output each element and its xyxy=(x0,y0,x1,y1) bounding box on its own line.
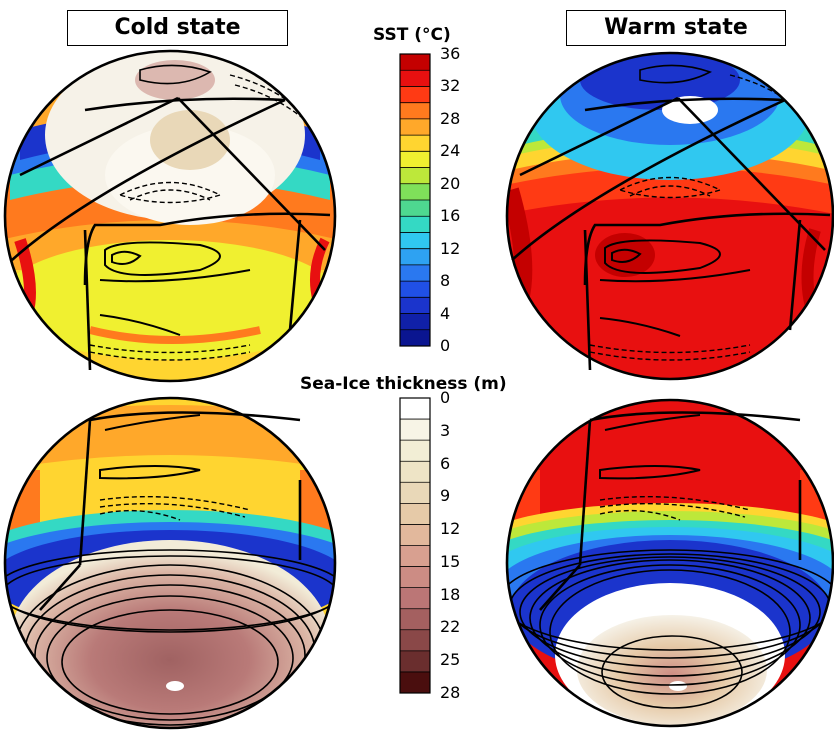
ice-border xyxy=(399,397,431,694)
ice-colorbar xyxy=(399,397,431,694)
ice-tick-label: 6 xyxy=(440,453,451,473)
sst-swatch xyxy=(400,200,430,217)
ice-swatch xyxy=(400,608,430,631)
ice-tick-label: 28 xyxy=(440,683,461,702)
sst-swatch xyxy=(400,86,430,103)
sst-tick-label: 4 xyxy=(440,303,451,323)
cold-sst-globe xyxy=(5,51,335,381)
sst-swatch xyxy=(400,248,430,266)
sst-swatch xyxy=(400,151,430,168)
ice-tick-label: 12 xyxy=(440,519,461,539)
sst-tick-label: 28 xyxy=(440,108,461,128)
sst-swatch xyxy=(400,297,430,314)
sst-tick-label: 8 xyxy=(440,271,451,291)
warm-ice-sector-lines xyxy=(505,398,834,728)
ice-swatch xyxy=(400,503,430,525)
ice-tick-label: 0 xyxy=(440,388,451,407)
warm-sst-sector-lines xyxy=(505,51,834,381)
sst-tick-label: 12 xyxy=(440,238,461,258)
sst-swatch xyxy=(400,54,430,71)
ice-swatch xyxy=(400,566,430,588)
sst-swatch xyxy=(400,183,430,201)
ice-tick-label: 3 xyxy=(440,420,451,440)
sst-title-text: SST ( xyxy=(373,25,423,45)
sst-tick-label: 36 xyxy=(440,44,461,63)
ice-swatch xyxy=(400,398,430,420)
warm-ice-globe xyxy=(507,400,833,726)
sst-tick-label: 24 xyxy=(440,141,461,161)
sst-tick-label: 20 xyxy=(440,173,461,193)
sst-colorbar-title: SST (°C) xyxy=(373,25,451,45)
ice-swatch xyxy=(400,461,430,483)
sst-swatch xyxy=(400,167,430,185)
sst-swatch xyxy=(400,118,430,136)
sst-swatch xyxy=(400,264,430,282)
sst-swatch xyxy=(400,102,430,120)
ice-colorbar-title: Sea-Ice thickness (m) xyxy=(300,374,507,394)
sst-tick-label: 32 xyxy=(440,76,461,96)
ice-tick-label: 22 xyxy=(440,617,461,637)
ice-swatch xyxy=(400,671,430,694)
ice-tick-label: 18 xyxy=(440,584,461,604)
ice-swatch xyxy=(400,482,430,504)
sst-swatch xyxy=(400,232,430,249)
warm-state-title: Warm state xyxy=(566,10,786,46)
ice-swatch xyxy=(400,650,430,673)
sst-title-unit: °C) xyxy=(422,25,451,45)
sst-colorbar xyxy=(399,53,431,347)
sst-swatch xyxy=(400,135,430,152)
sst-border xyxy=(399,53,431,347)
cold-ice-sector-lines xyxy=(3,396,337,730)
cold-sst-sector-lines xyxy=(3,49,337,383)
ice-tick-label: 25 xyxy=(440,650,461,670)
ice-swatch xyxy=(400,440,430,462)
sst-swatch xyxy=(400,329,430,347)
cold-ice-globe xyxy=(5,398,335,728)
ice-tick-label: 15 xyxy=(440,551,461,571)
ice-swatch xyxy=(400,545,430,567)
ice-swatch xyxy=(400,419,430,441)
ice-tick-label: 9 xyxy=(440,486,451,506)
sst-swatch xyxy=(400,216,430,233)
sst-tick-label: 0 xyxy=(440,336,451,355)
warm-sst-globe xyxy=(507,53,833,379)
sst-tick-label: 16 xyxy=(440,206,461,226)
sst-swatch xyxy=(400,70,430,87)
cold-state-title: Cold state xyxy=(67,10,288,46)
ice-swatch xyxy=(400,629,430,652)
sst-swatch xyxy=(400,281,430,298)
sst-swatch xyxy=(400,313,430,331)
ice-swatch xyxy=(400,524,430,546)
ice-swatch xyxy=(400,587,430,610)
